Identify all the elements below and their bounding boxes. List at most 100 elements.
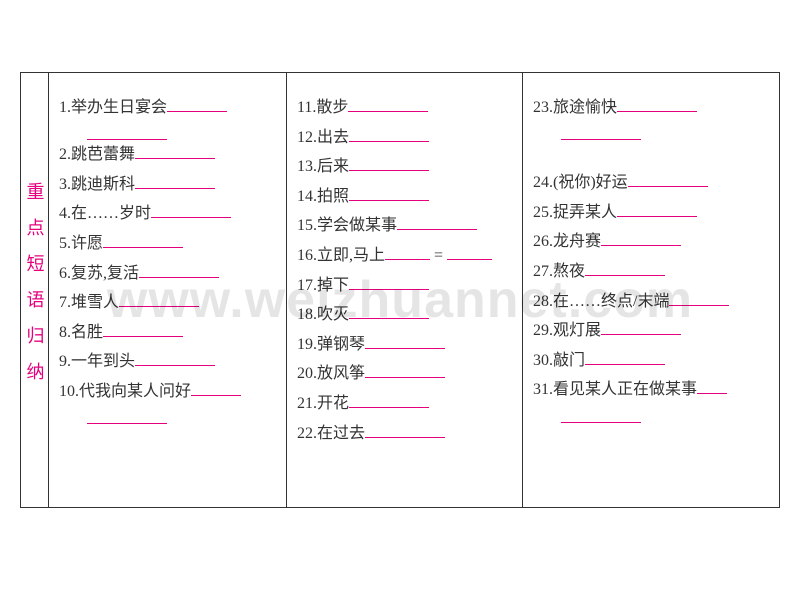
item-text: 名胜 <box>71 318 103 348</box>
fill-blank[interactable] <box>135 171 215 189</box>
section-title: 重点短语归纳 <box>22 182 48 398</box>
fill-blank[interactable] <box>103 319 183 337</box>
section-label-col: 重点短语归纳 <box>21 73 49 507</box>
fill-blank[interactable] <box>103 230 183 248</box>
fill-blank[interactable] <box>585 258 665 276</box>
list-item: 25. 捉弄某人 <box>533 198 771 228</box>
list-item: 4. 在……岁时 <box>59 199 278 229</box>
fill-blank[interactable] <box>385 242 430 260</box>
item-number: 28. <box>533 287 553 317</box>
fill-blank[interactable] <box>349 272 429 290</box>
list-item-continuation <box>533 123 771 141</box>
column-2: 11. 散步12. 出去13. 后来14. 拍照15. 学会做某事16. 立即,… <box>287 73 523 507</box>
fill-blank[interactable] <box>151 201 231 219</box>
item-number: 17. <box>297 271 317 301</box>
column-1: 1. 举办生日宴会2. 跳芭蕾舞3. 跳迪斯科4. 在……岁时5. 许愿6. 复… <box>49 73 287 507</box>
item-number: 1. <box>59 93 71 123</box>
fill-blank[interactable] <box>601 229 681 247</box>
item-text: 掉下 <box>317 271 349 301</box>
fill-blank[interactable] <box>617 199 697 217</box>
item-text: 龙舟赛 <box>553 227 601 257</box>
item-text: 在过去 <box>317 419 365 449</box>
list-item: 2. 跳芭蕾舞 <box>59 140 278 170</box>
fill-blank[interactable] <box>697 377 727 395</box>
list-item-continuation <box>59 123 278 141</box>
list-item: 1. 举办生日宴会 <box>59 93 278 123</box>
list-item: 23. 旅途愉快 <box>533 93 771 123</box>
list-item: 19. 弹钢琴 <box>297 330 514 360</box>
fill-blank[interactable] <box>365 331 445 349</box>
item-number: 5. <box>59 229 71 259</box>
fill-blank[interactable] <box>87 123 167 141</box>
item-text: 许愿 <box>71 229 103 259</box>
item-number: 14. <box>297 182 317 212</box>
item-number: 23. <box>533 93 553 123</box>
item-text: 在……岁时 <box>71 199 151 229</box>
fill-blank[interactable] <box>365 361 445 379</box>
item-text: 拍照 <box>317 182 349 212</box>
list-item: 17. 掉下 <box>297 271 514 301</box>
item-number: 8. <box>59 318 71 348</box>
item-number: 24. <box>533 168 553 198</box>
fill-blank[interactable] <box>167 94 227 112</box>
item-text: 在……终点/末端 <box>553 287 669 317</box>
item-text: 开花 <box>317 389 349 419</box>
list-item: 13. 后来 <box>297 152 514 182</box>
item-text: 代我向某人问好 <box>79 377 191 407</box>
item-number: 27. <box>533 257 553 287</box>
fill-blank[interactable] <box>349 154 429 172</box>
item-number: 25. <box>533 198 553 228</box>
list-item: 30. 敲门 <box>533 346 771 376</box>
item-text: 看见某人正在做某事 <box>553 375 697 405</box>
fill-blank[interactable] <box>561 123 641 141</box>
item-number: 20. <box>297 359 317 389</box>
fill-blank[interactable] <box>135 142 215 160</box>
fill-blank[interactable] <box>447 242 492 260</box>
item-number: 30. <box>533 346 553 376</box>
list-item: 11. 散步 <box>297 93 514 123</box>
fill-blank[interactable] <box>191 378 241 396</box>
fill-blank[interactable] <box>135 349 215 367</box>
fill-blank[interactable] <box>349 302 429 320</box>
fill-blank[interactable] <box>119 290 199 308</box>
item-number: 3. <box>59 170 71 200</box>
item-number: 7. <box>59 288 71 318</box>
item-text: 立即,马上 <box>317 241 385 271</box>
item-text: 捉弄某人 <box>553 198 617 228</box>
item-text: 吹灭 <box>317 300 349 330</box>
item-text: 出去 <box>317 123 349 153</box>
fill-blank[interactable] <box>561 405 641 423</box>
fill-blank[interactable] <box>349 124 429 142</box>
list-item: 18. 吹灭 <box>297 300 514 330</box>
fill-blank[interactable] <box>397 213 477 231</box>
list-item: 9. 一年到头 <box>59 347 278 377</box>
item-text: 跳迪斯科 <box>71 170 135 200</box>
item-text: 散步 <box>316 93 348 123</box>
fill-blank[interactable] <box>348 94 428 112</box>
item-number: 16. <box>297 241 317 271</box>
fill-blank[interactable] <box>601 318 681 336</box>
item-text: 跳芭蕾舞 <box>71 140 135 170</box>
item-number: 4. <box>59 199 71 229</box>
fill-blank[interactable] <box>349 390 429 408</box>
list-item: 22. 在过去 <box>297 419 514 449</box>
column-3: 23. 旅途愉快24. (祝你)好运25. 捉弄某人26. 龙舟赛27. 熬夜2… <box>523 73 779 507</box>
item-text: 敲门 <box>553 346 585 376</box>
item-number: 2. <box>59 140 71 170</box>
fill-blank[interactable] <box>628 170 708 188</box>
fill-blank[interactable] <box>365 420 445 438</box>
fill-blank[interactable] <box>617 94 697 112</box>
item-number: 18. <box>297 300 317 330</box>
item-number: 15. <box>297 211 317 241</box>
item-number: 29. <box>533 316 553 346</box>
fill-blank[interactable] <box>669 288 729 306</box>
fill-blank[interactable] <box>349 183 429 201</box>
list-item: 10. 代我向某人问好 <box>59 377 278 407</box>
fill-blank[interactable] <box>139 260 219 278</box>
list-item: 27. 熬夜 <box>533 257 771 287</box>
fill-blank[interactable] <box>87 407 167 425</box>
list-item: 31. 看见某人正在做某事 <box>533 375 771 405</box>
fill-blank[interactable] <box>585 347 665 365</box>
list-item: 21. 开花 <box>297 389 514 419</box>
list-item: 5. 许愿 <box>59 229 278 259</box>
